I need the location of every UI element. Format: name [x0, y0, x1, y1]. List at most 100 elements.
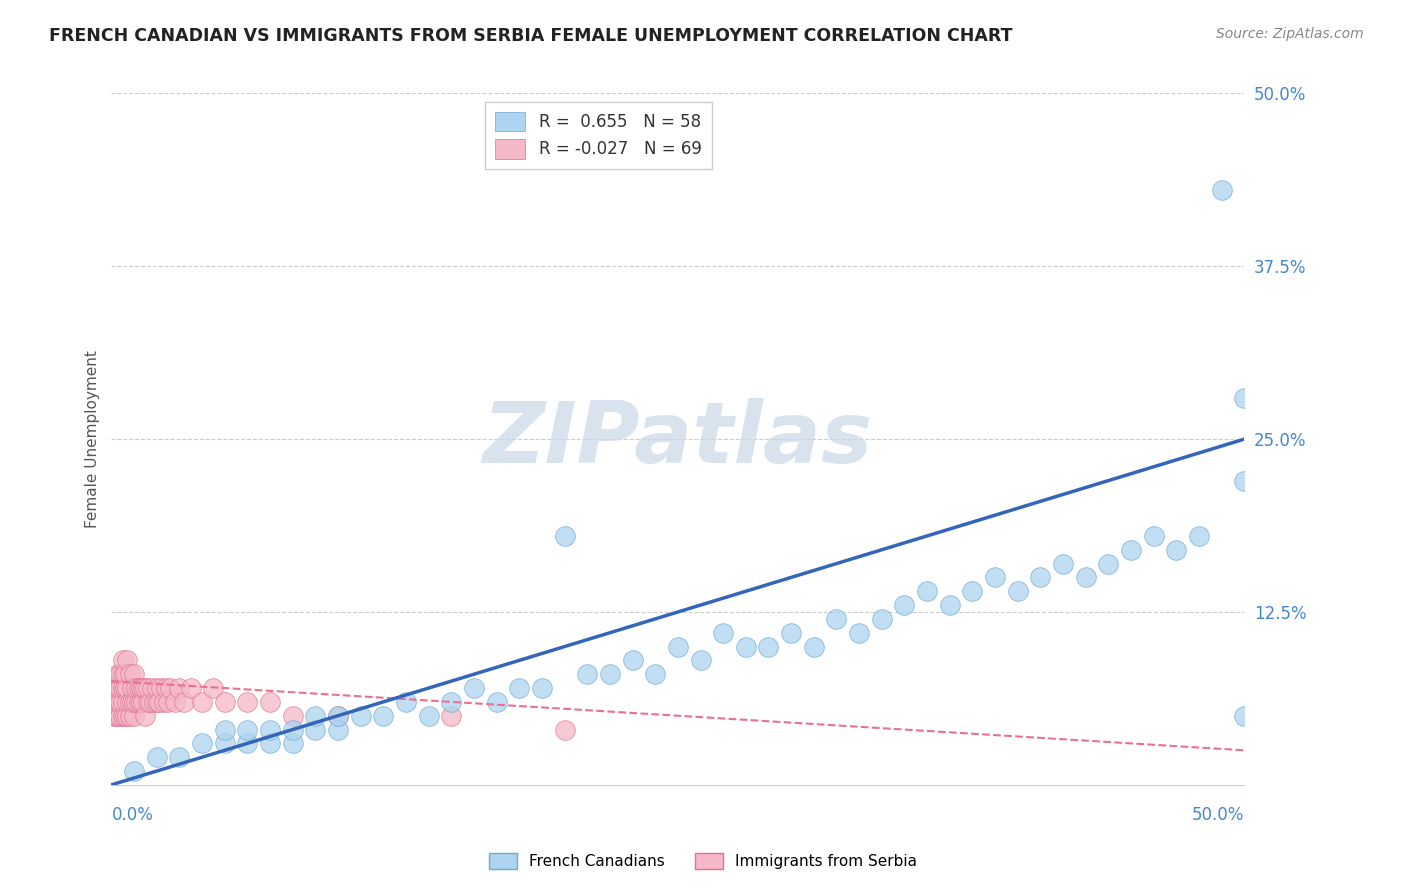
Point: [734, 640, 756, 654]
Point: [111, 653, 134, 667]
Point: [485, 695, 508, 709]
Point: [118, 695, 141, 709]
Point: [1166, 542, 1188, 557]
Point: [111, 667, 134, 681]
Point: [373, 708, 395, 723]
Point: [236, 695, 259, 709]
Point: [259, 723, 281, 737]
Point: [125, 681, 148, 695]
Point: [1211, 183, 1233, 197]
Point: [554, 723, 576, 737]
Point: [984, 570, 1007, 584]
Point: [508, 681, 530, 695]
Point: [121, 695, 143, 709]
Point: [139, 695, 162, 709]
Text: 50.0%: 50.0%: [1192, 805, 1244, 823]
Point: [395, 695, 418, 709]
Point: [110, 667, 132, 681]
Text: FRENCH CANADIAN VS IMMIGRANTS FROM SERBIA FEMALE UNEMPLOYMENT CORRELATION CHART: FRENCH CANADIAN VS IMMIGRANTS FROM SERBI…: [49, 27, 1012, 45]
Point: [134, 681, 156, 695]
Text: Source: ZipAtlas.com: Source: ZipAtlas.com: [1216, 27, 1364, 41]
Point: [214, 736, 236, 750]
Point: [711, 625, 734, 640]
Point: [111, 708, 134, 723]
Point: [107, 667, 129, 681]
Text: 0.0%: 0.0%: [111, 805, 153, 823]
Point: [114, 681, 136, 695]
Point: [143, 695, 166, 709]
Point: [803, 640, 825, 654]
Point: [893, 598, 915, 612]
Point: [214, 723, 236, 737]
Point: [326, 708, 349, 723]
Point: [236, 736, 259, 750]
Point: [152, 695, 174, 709]
Point: [122, 708, 145, 723]
Point: [281, 723, 304, 737]
Point: [110, 695, 132, 709]
Point: [440, 708, 463, 723]
Point: [326, 708, 349, 723]
Point: [191, 736, 214, 750]
Legend: R =  0.655   N = 58, R = -0.027   N = 69: R = 0.655 N = 58, R = -0.027 N = 69: [485, 102, 711, 169]
Point: [150, 681, 173, 695]
Point: [202, 681, 225, 695]
Point: [915, 584, 938, 599]
Point: [1119, 542, 1142, 557]
Point: [121, 681, 143, 695]
Point: [938, 598, 960, 612]
Point: [463, 681, 485, 695]
Point: [848, 625, 870, 640]
Point: [180, 681, 202, 695]
Point: [173, 695, 195, 709]
Point: [530, 681, 553, 695]
Point: [145, 681, 167, 695]
Point: [145, 750, 167, 764]
Point: [117, 708, 139, 723]
Point: [145, 695, 167, 709]
Point: [259, 736, 281, 750]
Point: [111, 681, 134, 695]
Point: [134, 708, 156, 723]
Point: [554, 529, 576, 543]
Point: [136, 695, 159, 709]
Point: [870, 612, 893, 626]
Point: [281, 736, 304, 750]
Point: [114, 708, 136, 723]
Point: [132, 681, 155, 695]
Point: [132, 695, 155, 709]
Point: [780, 625, 803, 640]
Point: [118, 667, 141, 681]
Point: [758, 640, 780, 654]
Point: [122, 667, 145, 681]
Point: [191, 695, 214, 709]
Point: [304, 708, 326, 723]
Point: [141, 681, 163, 695]
Point: [962, 584, 984, 599]
Point: [236, 723, 259, 737]
Point: [304, 723, 326, 737]
Point: [1007, 584, 1029, 599]
Point: [576, 667, 599, 681]
Point: [350, 708, 373, 723]
Point: [281, 708, 304, 723]
Point: [1233, 391, 1256, 405]
Point: [214, 695, 236, 709]
Point: [110, 681, 132, 695]
Point: [129, 681, 152, 695]
Point: [107, 708, 129, 723]
Y-axis label: Female Unemployment: Female Unemployment: [86, 351, 100, 528]
Point: [599, 667, 621, 681]
Point: [1143, 529, 1166, 543]
Point: [111, 695, 134, 709]
Point: [104, 695, 127, 709]
Point: [110, 708, 132, 723]
Point: [117, 681, 139, 695]
Point: [1029, 570, 1052, 584]
Point: [621, 653, 644, 667]
Point: [825, 612, 848, 626]
Point: [136, 681, 159, 695]
Point: [1233, 708, 1256, 723]
Point: [107, 695, 129, 709]
Point: [644, 667, 666, 681]
